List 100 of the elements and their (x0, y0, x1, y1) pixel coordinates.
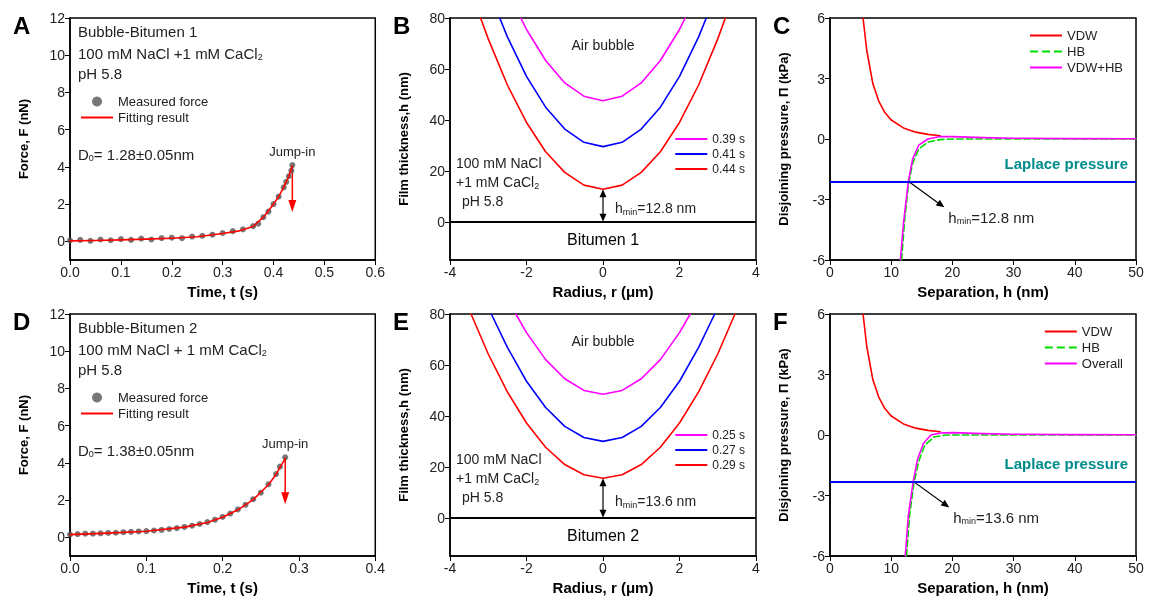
ref-line-label: Laplace pressure (1004, 155, 1128, 173)
annotation: Bubble-Bitumen 2 (78, 319, 198, 336)
y-tick-label: 0 (817, 427, 826, 443)
x-tick-label: 40 (1067, 264, 1083, 280)
annotation: 100 mM NaCl + 1 mM CaCl2 (78, 340, 267, 358)
legend-label: VDW (1081, 324, 1113, 339)
legend-label: 0.25 s (712, 428, 746, 442)
chart-title: B (393, 11, 411, 39)
y-tick-label: 8 (57, 84, 66, 101)
y-axis-title: Film thickness,h (nm) (396, 368, 411, 502)
y-tick-label: 40 (429, 407, 446, 424)
y-tick-label: -6 (812, 548, 826, 564)
y-axis-title: Film thickness,h (nm) (396, 72, 411, 206)
x-tick-label: 50 (1128, 560, 1144, 576)
y-tick-label: 3 (817, 70, 826, 87)
chart-title: A (13, 11, 31, 39)
legend-label: VDW (1067, 28, 1099, 43)
annotation: pH 5.8 (462, 489, 504, 505)
y-axis-title: Force, F (nN) (16, 394, 31, 476)
annotation: pH 5.8 (462, 193, 504, 209)
x-tick-label: 0.4 (263, 264, 284, 280)
annotation: hmin=13.6 nm (953, 508, 1040, 526)
y-tick-label: 0 (437, 509, 446, 526)
x-tick-label: 0 (599, 560, 608, 576)
chart-title: F (773, 307, 788, 335)
y-tick-label: 8 (57, 380, 66, 397)
y-tick-label: 0 (437, 213, 446, 230)
legend-label: HB (1067, 44, 1086, 59)
y-axis-title: Force, F (nN) (16, 98, 31, 180)
legend-label: VDW+HB (1067, 60, 1123, 75)
annotation: D0= 1.28±0.05nm (78, 145, 195, 163)
y-tick-label: 80 (429, 306, 446, 322)
x-tick-label: 30 (1005, 560, 1022, 576)
legend-label: Overall (1081, 356, 1124, 371)
annotation: Bubble-Bitumen 1 (78, 23, 198, 40)
x-tick-label: 0.0 (60, 560, 80, 576)
y-tick-label: 12 (49, 306, 66, 322)
x-tick-label: 0.6 (365, 264, 386, 280)
x-tick-label: -4 (443, 264, 457, 280)
y-axis-title: Disjoining pressure, Π (kPa) (776, 52, 791, 226)
x-axis-title: Separation, h (nm) (917, 283, 1049, 300)
y-tick-label: 12 (49, 10, 66, 26)
x-tick-label: 20 (944, 264, 961, 280)
y-tick-label: 80 (429, 10, 446, 26)
ref-line-label: Laplace pressure (1004, 455, 1128, 473)
line-series (519, 17, 687, 102)
x-axis-title: Radius, r (μm) (552, 579, 654, 596)
y-tick-label: -3 (812, 487, 826, 504)
annotation: 100 mM NaCl (456, 451, 542, 467)
annotation: 100 mM NaCl +1 mM CaCl2 (78, 44, 263, 62)
x-tick-label: 0.2 (212, 560, 233, 576)
legend-label: 0.44 s (712, 162, 746, 176)
x-tick-label: -4 (443, 560, 457, 576)
x-tick-label: 4 (752, 264, 761, 280)
annotation: Jump-in (269, 143, 316, 159)
chart-title: C (773, 11, 791, 39)
x-tick-label: -2 (520, 264, 533, 280)
y-axis-title: Disjoining pressure, Π (kPa) (776, 348, 791, 522)
x-axis-title: Separation, h (nm) (917, 579, 1049, 596)
x-tick-label: 0.3 (289, 560, 309, 576)
y-tick-label: 20 (429, 458, 446, 475)
y-tick-label: -6 (812, 252, 826, 268)
x-tick-label: 0.1 (111, 264, 131, 280)
y-tick-label: 0 (817, 131, 826, 147)
legend-label: Fitting result (118, 110, 190, 125)
x-tick-label: 0.5 (314, 264, 335, 280)
y-tick-label: -3 (812, 191, 826, 208)
x-tick-label: 10 (883, 264, 900, 280)
annotation: Air bubble (571, 333, 635, 349)
x-tick-label: 2 (675, 560, 684, 576)
x-tick-label: 0.3 (212, 264, 233, 280)
y-tick-label: 0 (57, 233, 66, 250)
y-tick-label: 10 (49, 343, 66, 360)
y-tick-label: 6 (817, 306, 826, 322)
x-tick-label: 4 (752, 560, 761, 576)
y-tick-label: 2 (57, 492, 66, 509)
legend-label: Measured force (118, 94, 209, 109)
annotation: hmin=12.8 nm (948, 208, 1035, 226)
annotation: 100 mM NaCl (456, 155, 542, 171)
x-axis-title: Time, t (s) (187, 283, 258, 300)
x-tick-label: 2 (675, 264, 684, 280)
x-tick-label: 40 (1067, 560, 1083, 576)
x-tick-label: 0.0 (60, 264, 80, 280)
x-tick-label: 50 (1128, 264, 1144, 280)
chart-title: D (13, 307, 31, 335)
line-series (514, 313, 692, 396)
y-tick-label: 60 (429, 60, 446, 77)
y-tick-label: 4 (57, 158, 66, 175)
legend-label: 0.27 s (712, 443, 746, 457)
annotation: Jump-in (262, 436, 309, 452)
y-tick-label: 20 (429, 162, 446, 179)
annotation: pH 5.8 (78, 361, 123, 378)
y-tick-label: 60 (429, 356, 446, 373)
annotation: pH 5.8 (78, 65, 123, 82)
annotation: D0= 1.38±0.05nm (78, 441, 195, 459)
x-tick-label: 0.2 (162, 264, 182, 280)
x-tick-label: 0.4 (365, 560, 386, 576)
chart-title: E (393, 307, 410, 335)
line-series (862, 313, 941, 433)
x-tick-label: 0.1 (136, 560, 157, 576)
